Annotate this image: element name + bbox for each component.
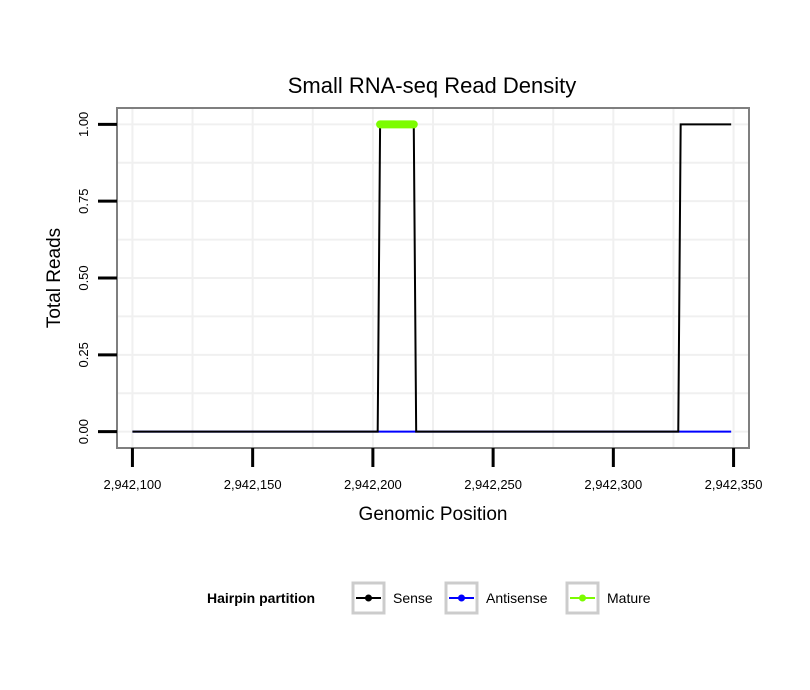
y-axis: 0.00 0.25 0.50 0.75 1.00 <box>76 112 117 444</box>
legend-label-antisense: Antisense <box>486 590 548 606</box>
y-axis-title: Total Reads <box>44 228 65 328</box>
legend-key-point <box>579 594 586 602</box>
grid <box>118 109 748 447</box>
x-tick-label: 2,942,150 <box>224 477 282 492</box>
legend-key-point <box>365 594 372 602</box>
x-axis-title: Genomic Position <box>359 504 508 525</box>
x-tick-label: 2,942,200 <box>344 477 402 492</box>
x-tick-label: 2,942,100 <box>104 477 162 492</box>
x-tick-label: 2,942,250 <box>464 477 522 492</box>
y-tick-label: 0.75 <box>76 189 91 214</box>
series-lines <box>132 120 732 433</box>
legend-label-sense: Sense <box>393 590 433 606</box>
y-tick-label: 0.25 <box>76 342 91 367</box>
chart-title: Small RNA-seq Read Density <box>288 73 577 98</box>
y-tick-label: 0.00 <box>76 419 91 444</box>
legend: Hairpin partition Sense Antisense Mature <box>207 581 651 615</box>
x-axis: 2,942,100 2,942,150 2,942,200 2,942,250 2,94… <box>104 448 763 492</box>
legend-label-mature: Mature <box>607 590 651 606</box>
x-tick-label: 2,942,300 <box>584 477 642 492</box>
legend-key-point <box>458 594 465 602</box>
series-line-sense <box>132 123 732 433</box>
x-tick-label: 2,942,350 <box>705 477 763 492</box>
legend-title: Hairpin partition <box>207 590 315 606</box>
y-tick-label: 0.50 <box>76 265 91 290</box>
y-tick-label: 1.00 <box>76 112 91 137</box>
